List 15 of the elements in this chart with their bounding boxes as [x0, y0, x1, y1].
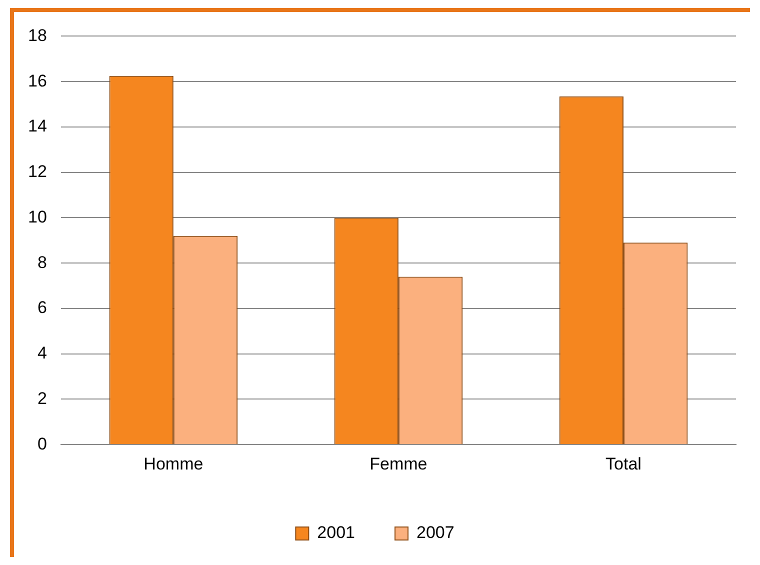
y-tick-label: 14: [28, 116, 47, 136]
y-tick-label: 8: [37, 252, 47, 272]
y-tick-label: 4: [37, 344, 47, 363]
legend-label: 2001: [317, 523, 356, 542]
y-tick-label: 16: [28, 71, 47, 90]
x-tick-label: Femme: [370, 454, 428, 474]
x-tick-label: Total: [606, 454, 642, 474]
y-tick-label: 10: [28, 207, 47, 226]
y-tick-label: 0: [37, 434, 47, 454]
x-tick-label: Homme: [144, 454, 204, 474]
y-tick-label: 12: [28, 162, 47, 182]
legend-label: 2007: [416, 523, 454, 542]
y-tick-label: 2: [37, 388, 47, 408]
y-tick-label: 6: [37, 298, 47, 318]
y-tick-label: 18: [28, 26, 47, 45]
